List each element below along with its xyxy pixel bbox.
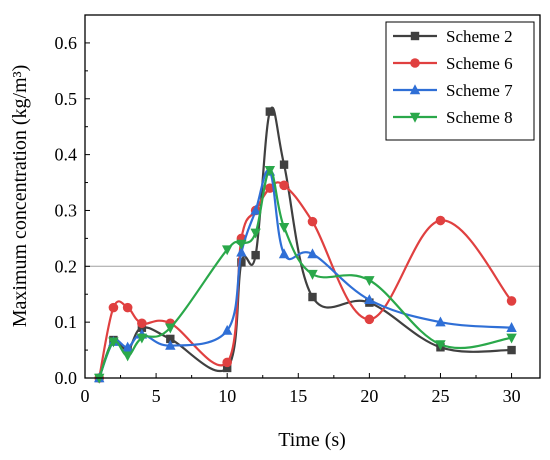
data-point — [265, 107, 275, 116]
legend-marker — [410, 58, 420, 68]
data-point — [222, 357, 232, 368]
data-point — [264, 166, 276, 176]
x-axis-label: Time (s) — [278, 429, 346, 451]
legend-label: Scheme 6 — [446, 54, 513, 73]
data-point — [308, 292, 317, 302]
y-tick-label: 0.3 — [55, 200, 78, 220]
y-tick-label: 0.0 — [55, 368, 78, 388]
data-point — [165, 323, 176, 334]
x-tick-label: 15 — [289, 386, 307, 406]
y-tick-label: 0.6 — [55, 33, 78, 53]
data-point — [236, 246, 247, 257]
legend-item: Scheme 6 — [393, 54, 513, 73]
data-point — [94, 373, 105, 384]
data-point — [122, 351, 133, 362]
data-point — [236, 239, 247, 250]
data-point — [122, 341, 133, 352]
x-tick-label: 20 — [360, 386, 378, 406]
data-point — [279, 160, 289, 169]
data-point — [506, 322, 517, 332]
x-tick-label: 25 — [431, 386, 449, 406]
y-tick-label: 0.4 — [55, 145, 78, 165]
data-point — [250, 204, 261, 215]
legend-marker — [409, 84, 421, 95]
x-tick-label: 10 — [218, 386, 236, 406]
data-point — [307, 216, 318, 227]
series-scheme-8 — [94, 166, 517, 384]
data-point — [435, 340, 446, 351]
data-point — [278, 248, 290, 259]
data-point — [507, 345, 516, 355]
data-point — [221, 324, 233, 335]
data-point — [137, 318, 147, 329]
legend-box — [385, 21, 535, 141]
legend-label: Scheme 7 — [446, 81, 513, 100]
y-axis-label: Maximum concentration (kg/m³) — [9, 65, 31, 328]
data-point — [251, 250, 260, 260]
data-point — [122, 302, 133, 313]
plot-frame — [84, 14, 541, 379]
data-point — [364, 276, 375, 286]
data-point — [108, 337, 119, 348]
data-point — [165, 339, 176, 350]
y-tick-label: 0.1 — [55, 312, 78, 332]
x-tick-label: 0 — [81, 386, 90, 406]
legend-item: Scheme 7 — [393, 81, 513, 100]
data-point — [506, 296, 517, 306]
data-point — [435, 215, 446, 226]
data-point — [136, 333, 148, 344]
data-point — [221, 245, 233, 256]
x-tick-label: 30 — [503, 386, 521, 406]
data-point — [435, 316, 446, 327]
data-point — [250, 228, 261, 239]
legend-item: Scheme 8 — [393, 108, 513, 127]
data-point — [166, 334, 175, 344]
data-point — [364, 314, 375, 325]
legend-marker — [409, 112, 421, 123]
data-point — [307, 248, 318, 259]
legend-label: Scheme 2 — [446, 27, 513, 46]
data-point — [279, 180, 289, 191]
legend-label: Scheme 8 — [446, 108, 513, 127]
legend-item: Scheme 2 — [393, 27, 513, 46]
data-point — [222, 363, 232, 373]
legend-marker — [410, 31, 420, 41]
x-axis-ticks: 0 5 10 15 20 25 30 — [81, 373, 521, 406]
data-point — [108, 302, 119, 313]
data-point — [506, 333, 517, 344]
data-point — [237, 258, 246, 267]
data-point — [278, 223, 290, 233]
y-axis-ticks: 0.0 0.1 0.2 0.3 0.4 0.5 0.6 — [55, 14, 90, 388]
legend: Scheme 2 Scheme 6 Scheme 7 Scheme 8 — [385, 21, 535, 141]
data-point — [364, 294, 375, 305]
y-tick-label: 0.2 — [55, 256, 78, 276]
y-tick-label: 0.5 — [55, 89, 78, 109]
data-point — [307, 269, 318, 280]
x-tick-label: 5 — [152, 386, 161, 406]
